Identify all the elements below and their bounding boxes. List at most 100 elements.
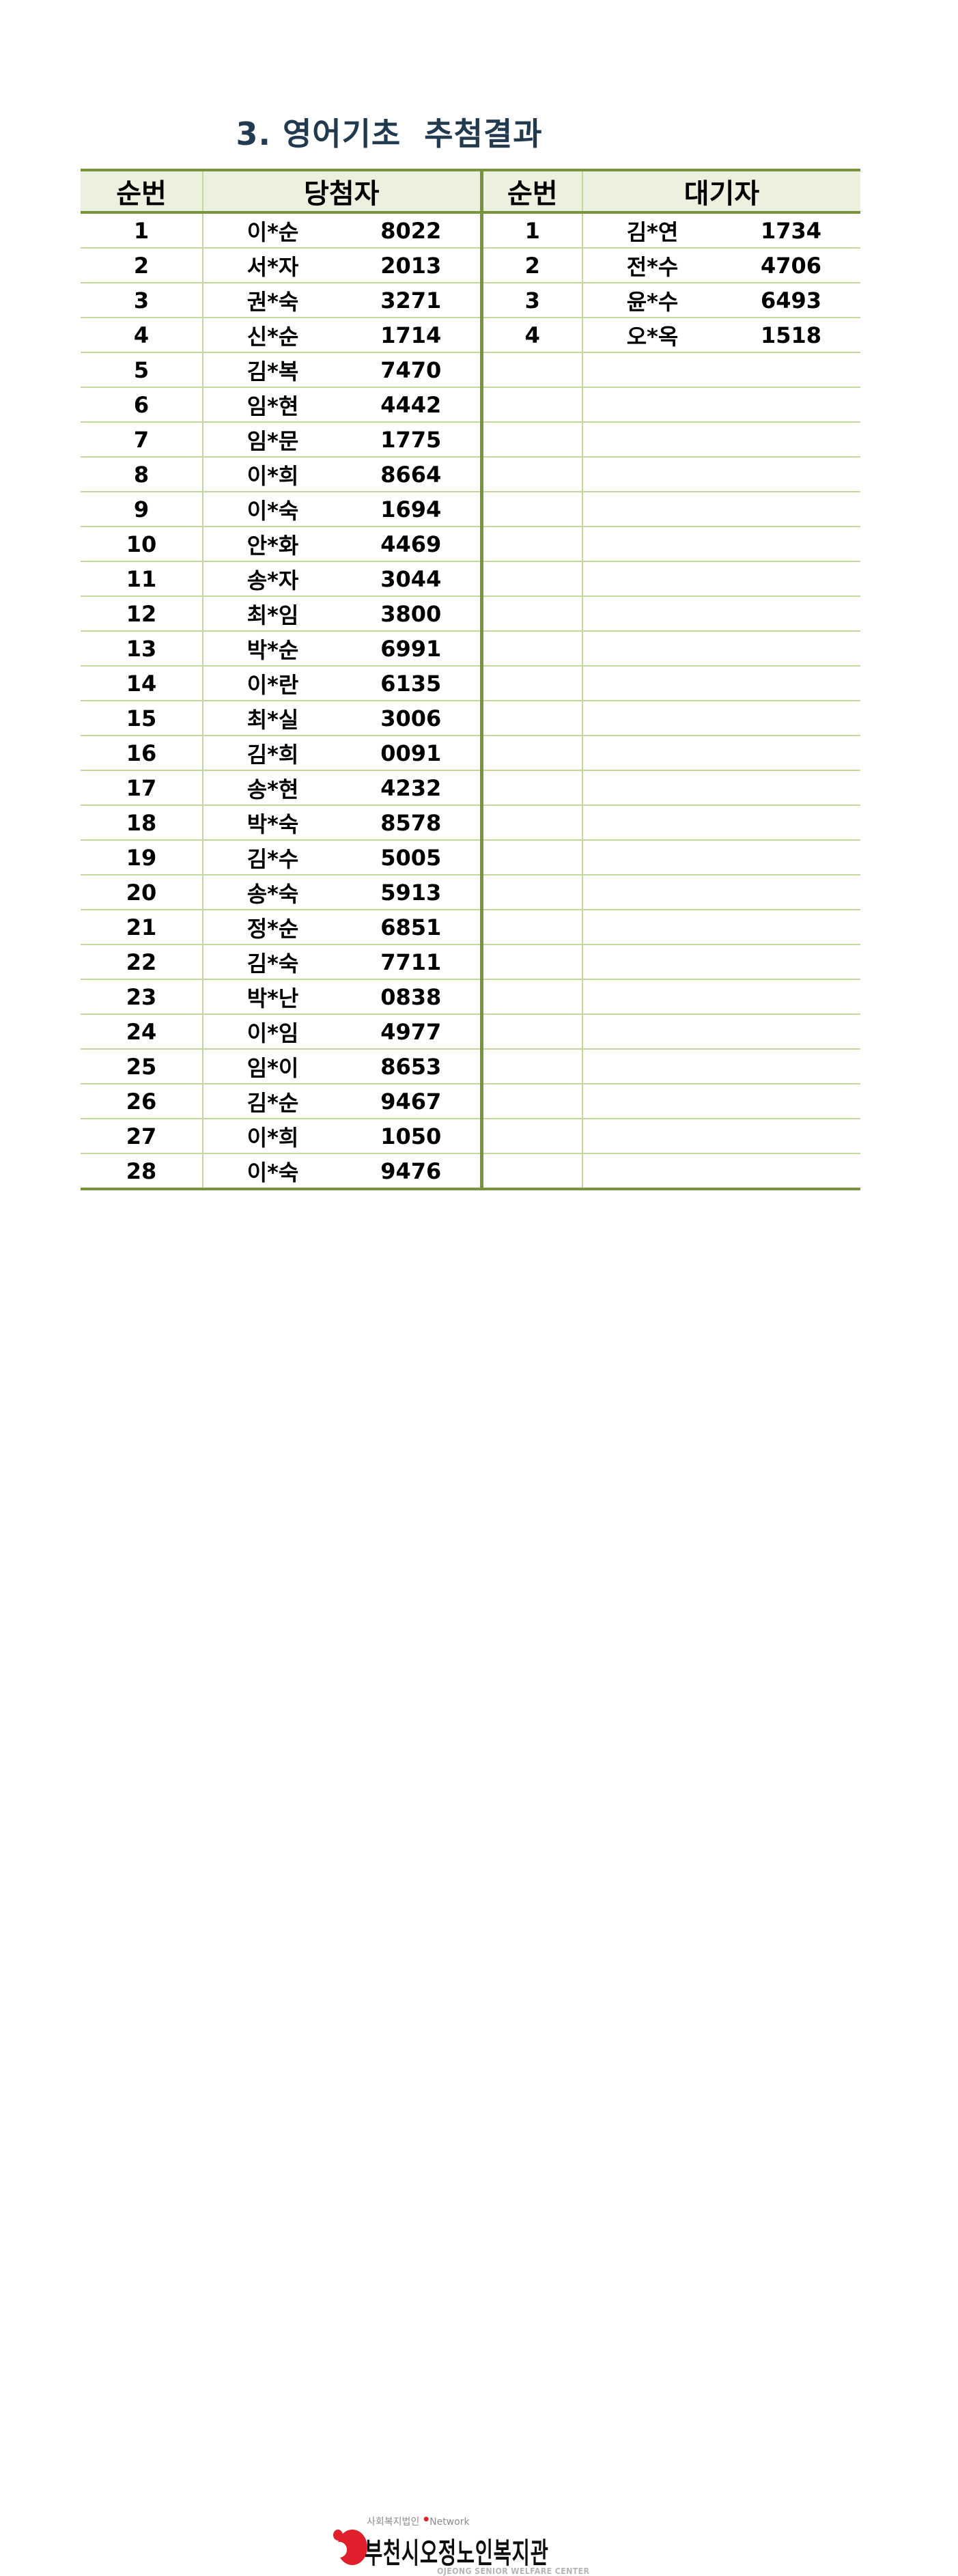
wait-name-cell: 오*옥 — [582, 318, 722, 353]
wait-no-cell — [481, 1153, 583, 1190]
winner-no-cell: 14 — [81, 666, 203, 701]
wait-name-cell — [582, 701, 722, 736]
table-row: 17 송*현 4232 — [81, 770, 860, 806]
wait-num-cell — [722, 944, 860, 980]
wait-no-cell — [481, 387, 583, 423]
table-row: 23 박*난 0838 — [81, 979, 860, 1015]
red-dot-icon: ● — [423, 2516, 429, 2523]
winner-no-cell: 3 — [81, 283, 203, 318]
winner-name-cell: 이*임 — [203, 1014, 342, 1050]
header-winners: 당첨자 — [203, 169, 483, 214]
winner-num-cell: 5913 — [342, 875, 483, 910]
page-title: 3. 영어기초 추첨결과 — [236, 115, 543, 152]
wait-num-cell — [722, 422, 860, 458]
winner-num-cell: 1714 — [342, 318, 483, 353]
org-name-korean: 부천시오정노인복지관 — [365, 2536, 549, 2570]
table-row: 20 송*숙 5913 — [81, 875, 860, 910]
table-row: 14 이*란 6135 — [81, 666, 860, 701]
winner-no-cell: 15 — [81, 701, 203, 736]
table-row: 9 이*숙 1694 — [81, 492, 860, 527]
winner-num-cell: 6851 — [342, 910, 483, 945]
winner-no-cell: 26 — [81, 1084, 203, 1119]
winner-no-cell: 20 — [81, 875, 203, 910]
table-row: 25 임*이 8653 — [81, 1049, 860, 1084]
winner-no-cell: 6 — [81, 387, 203, 423]
winner-name-cell: 신*순 — [203, 318, 342, 353]
table-row: 6 임*현 4442 — [81, 387, 860, 423]
lottery-results-table: 순번 당첨자 순번 대기자 1 이*순 8022 1 김*연 1734 2 서*자 2013 2 전… — [81, 169, 860, 1190]
wait-num-cell — [722, 387, 860, 423]
wait-no-cell — [481, 944, 583, 980]
wait-name-cell — [582, 596, 722, 632]
wait-name-cell — [582, 1119, 722, 1154]
winner-num-cell: 3044 — [342, 561, 483, 597]
wait-num-cell — [722, 1084, 860, 1119]
winner-name-cell: 이*란 — [203, 666, 342, 701]
wait-num-cell — [722, 352, 860, 388]
wait-name-cell — [582, 979, 722, 1015]
wait-no-cell — [481, 1014, 583, 1050]
footer: 사회복지법인 ●Network 부천시오정노인복지관 OJEONG SENIOR … — [0, 1254, 958, 2576]
org-type-label: 사회복지법인 — [367, 2517, 420, 2528]
wait-no-cell: 3 — [481, 283, 583, 318]
table-row: 5 김*복 7470 — [81, 352, 860, 388]
winner-no-cell: 8 — [81, 457, 203, 492]
winner-num-cell: 4977 — [342, 1014, 483, 1050]
wait-no-cell: 1 — [481, 212, 583, 249]
wait-no-cell — [481, 1119, 583, 1154]
wait-no-cell — [481, 875, 583, 910]
table-row: 3 권*숙 3271 3 윤*수 6493 — [81, 283, 860, 318]
winner-no-cell: 13 — [81, 631, 203, 667]
wait-no-cell — [481, 770, 583, 806]
wait-no-cell — [481, 1084, 583, 1119]
wait-name-cell — [582, 422, 722, 458]
winner-name-cell: 안*화 — [203, 527, 342, 562]
winner-num-cell: 6135 — [342, 666, 483, 701]
winner-name-cell: 이*희 — [203, 1119, 342, 1154]
wait-no-cell — [481, 352, 583, 388]
table-row: 8 이*희 8664 — [81, 457, 860, 492]
winner-num-cell: 1775 — [342, 422, 483, 458]
winner-name-cell: 정*순 — [203, 910, 342, 945]
wait-no-cell — [481, 736, 583, 771]
winner-no-cell: 28 — [81, 1153, 203, 1190]
wait-num-cell — [722, 1119, 860, 1154]
wait-num-cell — [722, 1049, 860, 1084]
wait-name-cell — [582, 527, 722, 562]
wait-num-cell: 1518 — [722, 318, 860, 353]
winner-no-cell: 16 — [81, 736, 203, 771]
winner-name-cell: 김*순 — [203, 1084, 342, 1119]
winner-name-cell: 송*자 — [203, 561, 342, 597]
table-row: 13 박*순 6991 — [81, 631, 860, 667]
wait-num-cell — [722, 805, 860, 841]
winner-num-cell: 3006 — [342, 701, 483, 736]
winner-no-cell: 21 — [81, 910, 203, 945]
wait-num-cell — [722, 875, 860, 910]
wait-num-cell: 1734 — [722, 212, 860, 249]
wait-name-cell: 윤*수 — [582, 283, 722, 318]
winner-name-cell: 최*임 — [203, 596, 342, 632]
wait-name-cell — [582, 910, 722, 945]
winner-num-cell: 2013 — [342, 248, 483, 283]
table-row: 27 이*희 1050 — [81, 1119, 860, 1154]
winner-num-cell: 1050 — [342, 1119, 483, 1154]
winner-no-cell: 25 — [81, 1049, 203, 1084]
wait-no-cell — [481, 805, 583, 841]
org-name-english: OJEONG SENIOR WELFARE CENTER — [437, 2566, 590, 2576]
wait-num-cell — [722, 596, 860, 632]
wait-num-cell — [722, 527, 860, 562]
header-no-left: 순번 — [81, 169, 203, 214]
wait-no-cell — [481, 1049, 583, 1084]
wait-num-cell — [722, 666, 860, 701]
wait-name-cell — [582, 875, 722, 910]
winner-no-cell: 27 — [81, 1119, 203, 1154]
wait-num-cell — [722, 1014, 860, 1050]
table-row: 4 신*순 1714 4 오*옥 1518 — [81, 318, 860, 353]
winner-name-cell: 송*숙 — [203, 875, 342, 910]
winner-num-cell: 1694 — [342, 492, 483, 527]
wait-no-cell — [481, 910, 583, 945]
wait-name-cell — [582, 944, 722, 980]
table-row: 22 김*숙 7711 — [81, 944, 860, 980]
winner-name-cell: 임*현 — [203, 387, 342, 423]
wait-no-cell — [481, 631, 583, 667]
